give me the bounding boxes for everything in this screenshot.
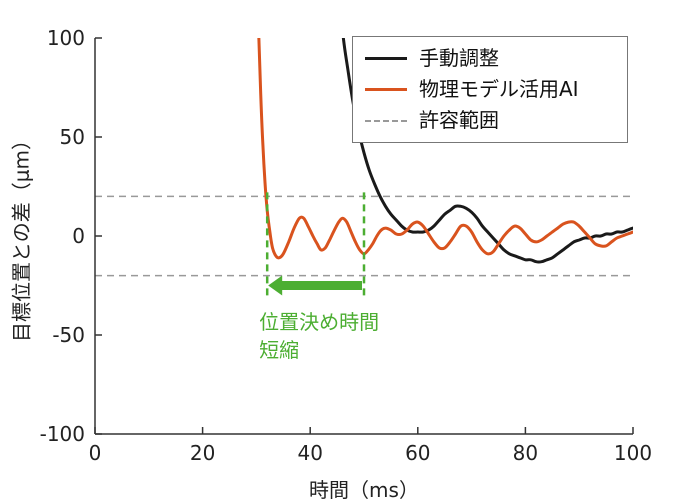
legend: 手動調整 物理モデル活用AI 許容範囲 (352, 36, 628, 143)
y-tick-label: 50 (60, 125, 85, 149)
legend-item-manual: 手動調整 (365, 47, 615, 70)
y-axis-ticks: -100 -50 0 50 100 (40, 26, 102, 446)
legend-line-ai-icon (365, 88, 407, 91)
legend-item-tolerance: 許容範囲 (365, 109, 615, 132)
x-axis-ticks: 0 20 40 60 80 100 (89, 427, 652, 465)
series-manual-line (341, 38, 633, 264)
annotation-label-line1: 位置決め時間 (259, 310, 379, 334)
x-tick-label: 20 (190, 441, 215, 465)
x-tick-label: 100 (614, 441, 652, 465)
x-tick-label: 60 (405, 441, 430, 465)
x-axis-label: 時間（ms） (309, 478, 419, 502)
legend-item-ai: 物理モデル活用AI (365, 78, 615, 101)
legend-label-ai: 物理モデル活用AI (419, 77, 579, 101)
legend-label-tolerance: 許容範囲 (419, 108, 499, 132)
y-tick-label: -100 (40, 422, 85, 446)
legend-line-tolerance-icon (365, 119, 407, 122)
x-tick-label: 0 (89, 441, 102, 465)
y-axis-label: 目標位置との差（μm） (9, 129, 34, 343)
legend-label-manual: 手動調整 (419, 46, 499, 70)
annotation-arrowhead-left-icon (268, 275, 283, 296)
x-tick-label: 80 (513, 441, 538, 465)
series-ai-line (257, 38, 633, 260)
y-tick-label: 100 (47, 26, 85, 50)
x-tick-label: 40 (297, 441, 322, 465)
y-tick-label: 0 (72, 224, 85, 248)
annotation-label-line2: 短縮 (259, 338, 299, 362)
y-tick-label: -50 (52, 323, 85, 347)
legend-line-manual-icon (365, 57, 407, 60)
